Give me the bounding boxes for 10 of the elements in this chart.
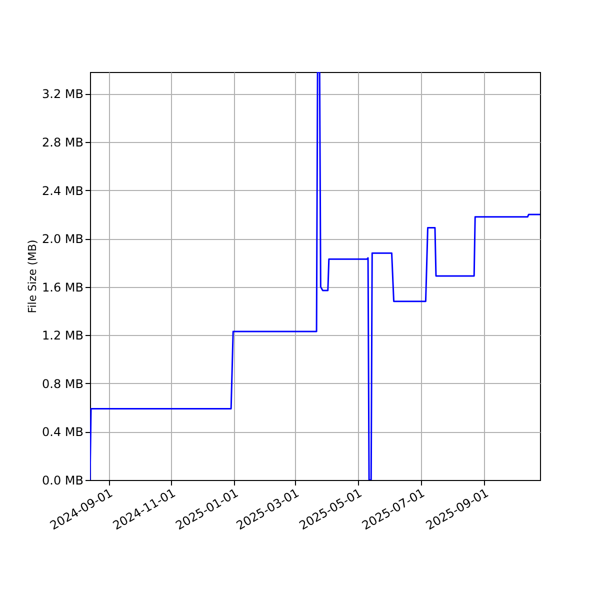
y-tick-label: 3.2 MB: [42, 87, 84, 102]
y-tick-label: 2.8 MB: [42, 136, 84, 150]
y-tick-label: 2.0 MB: [42, 232, 84, 246]
y-axis-title: File Size (MB): [26, 240, 40, 314]
y-tick-label: 0.4 MB: [42, 425, 84, 440]
y-tick-label: 1.6 MB: [42, 280, 84, 294]
y-tick-label: 2.4 MB: [42, 184, 84, 198]
y-tick-label: 0.8 MB: [42, 376, 84, 391]
y-tick-label: 1.2 MB: [42, 328, 84, 343]
y-tick-label: 0.0 MB: [42, 474, 84, 488]
